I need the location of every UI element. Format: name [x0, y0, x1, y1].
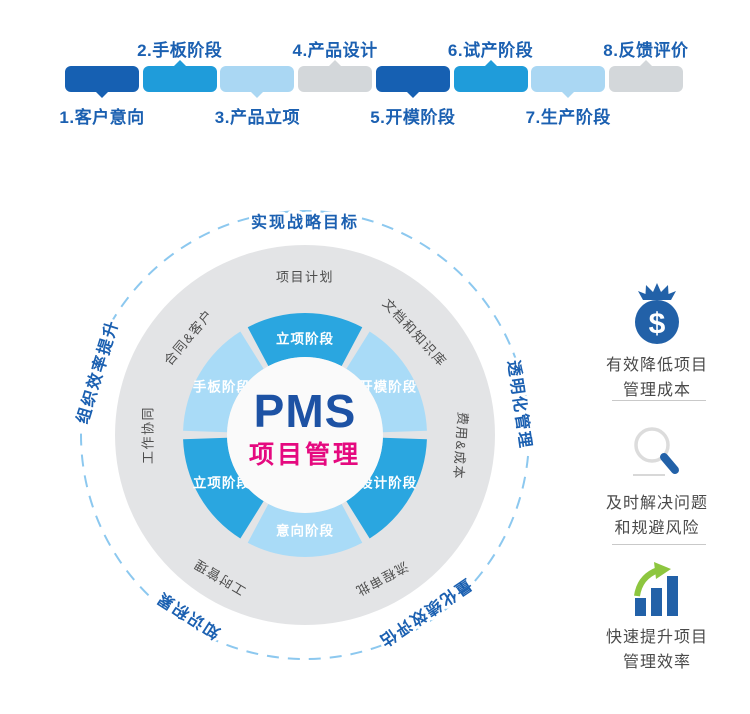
stage-label: 4.产品设计: [292, 41, 378, 60]
wheel-center-subtitle: 项目管理: [249, 440, 361, 469]
process-bar-segment-2: [142, 60, 217, 92]
wheel-segment-label: 手板阶段: [193, 379, 251, 395]
benefit-line: 快速提升项目: [605, 629, 708, 646]
wheel-segment-label: 设计阶段: [359, 475, 417, 491]
process-bar-segment-6: [453, 60, 528, 92]
wheel-segment-label: 立项阶段: [193, 475, 251, 491]
benefit-line: 和规避风险: [614, 520, 700, 537]
divider: [612, 544, 706, 545]
process-bar-segment-8: [608, 60, 683, 92]
segment-pointer-icon: [638, 60, 653, 67]
process-stage-bar: 1.客户意向 2.手板阶段 3.产品立项 4.产品设计 5.开模阶段 6.试产阶段 7.生产…: [0, 0, 750, 150]
process-bar-segment-3: [220, 66, 295, 98]
divider: [612, 400, 706, 401]
ring-label: 项目计划: [276, 270, 334, 285]
benefit-line: 管理效率: [622, 654, 691, 671]
outer-goal-label: 透明化管理: [504, 359, 535, 451]
benefit-text: 快速提升项目 管理效率: [592, 625, 722, 675]
stage-label: 6.试产阶段: [447, 41, 534, 60]
stage-label: 1.客户意向: [59, 108, 145, 127]
segment-pointer-icon: [328, 60, 343, 67]
outer-goal-label: 实现战略目标: [251, 213, 359, 232]
wheel-segment-4: [247, 503, 363, 557]
process-bar-segment-7: [531, 66, 606, 98]
wheel-segment-1: [247, 313, 363, 367]
benefit-item-risk: 及时解决问题 和规避风险: [592, 418, 722, 541]
stage-label: 2.手板阶段: [137, 41, 223, 60]
process-bar-segment-1: [65, 66, 139, 98]
wheel-center-circle: [227, 357, 383, 513]
wheel-segment-label: 意向阶段: [276, 523, 334, 539]
stage-label: 5.开模阶段: [370, 108, 456, 127]
wheel-segment-label: 立项阶段: [276, 331, 334, 347]
segment-pointer-icon: [250, 91, 265, 98]
segment-pointer-icon: [561, 91, 576, 98]
benefit-line: 及时解决问题: [605, 495, 708, 512]
money-bag-icon: $: [592, 280, 722, 346]
bar-chart-up-icon: [592, 552, 722, 618]
magnifier-icon: [592, 418, 722, 484]
wheel-segment-6: [183, 331, 264, 433]
svg-text:$: $: [649, 308, 666, 341]
ring-label: 工作协同: [141, 406, 156, 464]
wheel-center-title: PMS: [254, 385, 357, 437]
outer-dashed-circle: [80, 210, 530, 660]
segment-pointer-icon: [483, 60, 498, 67]
outer-goal-label: 组织效率提升: [75, 317, 122, 426]
benefit-item-cost: $ 有效降低项目 管理成本: [592, 280, 722, 403]
segment-pointer-icon: [172, 60, 187, 67]
benefit-item-efficiency: 快速提升项目 管理效率: [592, 552, 722, 675]
wheel-segment-3: [346, 437, 427, 539]
wheel-segment-label: 开模阶段: [359, 379, 417, 395]
benefit-line: 管理成本: [622, 382, 691, 399]
stage-label: 7.生产阶段: [525, 108, 611, 127]
ring-label: 费用&成本: [451, 411, 471, 480]
stage-label: 8.反馈评价: [603, 41, 689, 60]
segment-pointer-icon: [95, 91, 109, 98]
benefit-text: 及时解决问题 和规避风险: [592, 491, 722, 541]
process-bar-segment-4: [298, 60, 373, 92]
wheel-segment-5: [183, 437, 264, 539]
stage-label: 3.产品立项: [214, 108, 300, 127]
segment-pointer-icon: [405, 91, 420, 98]
benefit-text: 有效降低项目 管理成本: [592, 353, 722, 403]
benefit-line: 有效降低项目: [605, 357, 708, 374]
process-bar-segment-5: [375, 66, 450, 98]
wheel-segment-2: [346, 331, 427, 433]
